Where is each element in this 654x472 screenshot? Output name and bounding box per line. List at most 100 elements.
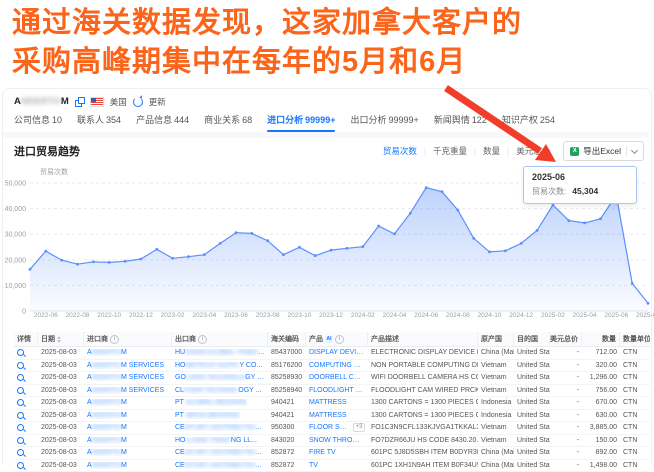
exporter-link[interactable]: HOMETECH SUPPLY CO... (172, 360, 268, 372)
view-detail-icon[interactable] (17, 449, 24, 456)
metric-千克重量[interactable]: 千克重量 (433, 145, 467, 157)
view-detail-icon[interactable] (17, 399, 24, 406)
sort-icon[interactable] (57, 336, 61, 343)
view-detail-cell[interactable] (14, 385, 38, 397)
importer-link[interactable]: ANDERTOM (84, 347, 172, 359)
metric-separator: | (474, 147, 476, 156)
product-link[interactable]: FLOODLIGHT CAM (306, 385, 368, 397)
exporter-link[interactable]: CENTURY DISTRIBUTION SYSTEMS... (172, 422, 268, 434)
col-header-目的国: 目的国 (514, 332, 550, 346)
view-detail-cell[interactable] (14, 410, 38, 422)
chevron-down-icon[interactable] (631, 146, 638, 153)
view-detail-cell[interactable] (14, 422, 38, 434)
product-link[interactable]: FLOOR SEAT+3 (306, 422, 368, 434)
info-icon[interactable]: i (110, 335, 119, 344)
metric-数量[interactable]: 数量 (483, 145, 500, 157)
importer-link[interactable]: ANDERTOM (84, 447, 172, 459)
view-detail-icon[interactable] (17, 362, 24, 369)
exporter-link[interactable]: PT MEGA BEDDING (172, 410, 268, 422)
exporter-link[interactable]: GOLDEN TECHNOLOGY V... (172, 372, 268, 384)
exporter-link[interactable]: PT GLOBAL BEDDING (172, 397, 268, 409)
product-link[interactable]: MATTRESS (306, 410, 368, 422)
view-detail-icon[interactable] (17, 387, 24, 394)
col-header-产品描述: 产品描述 (368, 332, 478, 346)
exporter-link[interactable]: HOLLAND TRADING LL... (172, 435, 268, 447)
product-link[interactable]: SNOW THROWER (306, 435, 368, 447)
ai-translate-icon[interactable]: AI (325, 336, 333, 343)
product-link[interactable]: DOORBELL CAMERA (306, 372, 368, 384)
view-detail-cell[interactable] (14, 360, 38, 372)
description-cell: FO1C3N9CFL133KJVGA1TKKAL3G4YY75U6J (368, 422, 478, 434)
x-tick: 2022-08 (66, 312, 90, 319)
exporter-link[interactable]: CENTURY DISTRIBUTION SYSTEMS... (172, 460, 268, 472)
importer-link[interactable]: ANDERTOM SERVICES (84, 372, 172, 384)
refresh-icon[interactable] (133, 97, 143, 107)
view-detail-icon[interactable] (17, 349, 24, 356)
view-detail-icon[interactable] (17, 374, 24, 381)
view-detail-cell[interactable] (14, 447, 38, 459)
importer-link[interactable]: ANDERTOM (84, 397, 172, 409)
export-label: 导出Excel (583, 145, 621, 157)
info-icon[interactable]: i (335, 335, 344, 344)
hs-code-cell: 940421 (268, 410, 306, 422)
importer-link[interactable]: ANDERTOM SERVICES (84, 360, 172, 372)
quantity-cell: 892.00 (582, 447, 620, 459)
importer-link[interactable]: ANDERTOM (84, 435, 172, 447)
importer-link[interactable]: ANDERTOM (84, 422, 172, 434)
x-tick: 2024-04 (383, 312, 407, 319)
product-link[interactable]: FIRE TV (306, 447, 368, 459)
more-products-badge[interactable]: +3 (353, 423, 365, 432)
view-detail-cell[interactable] (14, 435, 38, 447)
metric-美元总价[interactable]: 美元总价 (516, 145, 550, 157)
x-tick: 2023-02 (161, 312, 185, 319)
destination-cell: United States (514, 360, 550, 372)
view-detail-cell[interactable] (14, 460, 38, 472)
importer-link[interactable]: ANDERTOM (84, 460, 172, 472)
importer-link[interactable]: ANDERTOM (84, 410, 172, 422)
col-header-日期[interactable]: 日期 (38, 332, 84, 346)
view-detail-icon[interactable] (17, 412, 24, 419)
copy-icon[interactable] (75, 97, 84, 107)
x-tick: 2024-02 (351, 312, 375, 319)
product-link[interactable]: COMPUTING DEVICE (306, 360, 368, 372)
view-detail-icon[interactable] (17, 424, 24, 431)
country-flag-icon (90, 97, 104, 107)
exporter-link[interactable]: CENTURY DISTRIBUTION SYSTEMS... (172, 447, 268, 459)
refresh-label[interactable]: 更新 (149, 96, 166, 108)
description-cell: NON PORTABLE COMPUTING DEVICE HS CO (368, 360, 478, 372)
view-detail-icon[interactable] (17, 437, 24, 444)
metric-贸易次数[interactable]: 贸易次数 (383, 145, 417, 157)
x-tick: 2024-12 (509, 312, 533, 319)
destination-cell: United States (514, 385, 550, 397)
view-detail-cell[interactable] (14, 397, 38, 409)
quantity-cell: 756.00 (582, 385, 620, 397)
view-detail-cell[interactable] (14, 372, 38, 384)
exporter-link[interactable]: CLEVER TECHNOLOGY ... (172, 385, 268, 397)
product-link[interactable]: DISPLAY DEVICE (306, 347, 368, 359)
headline-line2: 采购高峰期集中在每年的5月和6月 (12, 43, 648, 82)
importer-link[interactable]: ANDERTOM SERVICES (84, 385, 172, 397)
product-link[interactable]: MATTRESS (306, 397, 368, 409)
hs-code-cell: 85258930 (268, 372, 306, 384)
x-tick: 2023-10 (287, 312, 311, 319)
hs-code-cell: 85258940 (268, 385, 306, 397)
hs-code-cell: 852872 (268, 460, 306, 472)
view-detail-cell[interactable] (14, 347, 38, 359)
exporter-link[interactable]: HUDSON GLOBAL TRADING LI... (172, 347, 268, 359)
company-name-masked: NDERTO (21, 96, 61, 107)
info-icon[interactable]: i (198, 335, 207, 344)
product-link[interactable]: TV (306, 460, 368, 472)
